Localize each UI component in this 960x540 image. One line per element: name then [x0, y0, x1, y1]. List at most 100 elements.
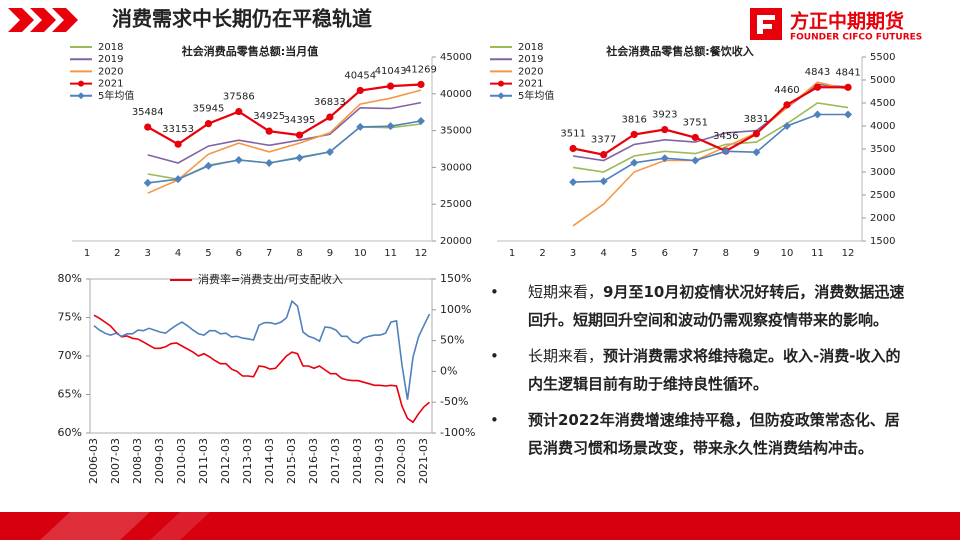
footer-band: [0, 512, 960, 540]
series-line: [147, 89, 422, 194]
data-label: 34395: [284, 115, 316, 126]
x-tick-label: 10: [354, 248, 367, 259]
bullet-item: • 短期来看，9月至10月初疫情状况好转后，消费数据迅速回升。短期回升空间和波动仍…: [490, 283, 905, 329]
legend-label: 2020: [518, 66, 543, 77]
point: [143, 178, 152, 187]
point: [356, 122, 365, 131]
series-line: [147, 83, 422, 146]
y-tick-label: 3000: [870, 167, 895, 178]
point: [844, 110, 853, 119]
data-label: 3816: [621, 114, 646, 125]
logo-name: 方正中期期货: [790, 10, 904, 33]
y-tick-label: 5500: [870, 52, 895, 63]
bullet-bold: 9月至10月初疫情状况好转后，消费数据迅速回升。短期回升空间和波动仍需观察疫情带…: [528, 283, 905, 329]
y-tick-label: 2500: [870, 190, 895, 201]
point: [783, 101, 791, 109]
bullet-list: • 短期来看，9月至10月初疫情状况好转后，消费数据迅速回升。短期回升空间和波动仍…: [490, 278, 910, 470]
point: [416, 117, 425, 126]
legend-marker: [497, 92, 505, 100]
x-tick-label: 2015-03: [285, 438, 298, 484]
x-tick-label: 7: [692, 248, 698, 259]
point: [752, 148, 761, 157]
point: [235, 107, 243, 116]
data-label: 35945: [193, 104, 225, 115]
x-tick-label: 2018-03: [351, 438, 364, 484]
data-label: 4841: [835, 67, 860, 78]
y-tick-label: 3500: [870, 144, 895, 155]
logo-english: FOUNDER CIFCO FUTURES: [790, 33, 922, 43]
x-tick-label: 2019-03: [373, 438, 386, 484]
point: [144, 123, 152, 131]
data-label: 4460: [774, 85, 799, 96]
y-tick-label: -50%: [440, 395, 468, 408]
legend-marker: [498, 80, 504, 87]
point: [326, 113, 334, 121]
data-label: 33153: [162, 124, 194, 135]
point: [234, 156, 243, 165]
data-label: 40454: [344, 70, 376, 81]
y-tick-label: 4500: [870, 98, 895, 109]
y-tick-label: 4000: [870, 121, 895, 132]
point: [782, 122, 791, 130]
series-line: [93, 299, 431, 400]
data-label: 3511: [560, 128, 585, 139]
y-tick-label: 35000: [440, 126, 472, 137]
y-tick-label: 75%: [58, 311, 82, 324]
legend-label: 2019: [518, 54, 543, 65]
y-tick-label: 65%: [58, 388, 82, 401]
legend-label: 2018: [98, 42, 123, 53]
x-tick-label: 2: [539, 248, 545, 259]
x-tick-label: 6: [662, 248, 668, 259]
data-label: 3377: [591, 135, 616, 146]
point: [387, 82, 395, 90]
series-line: [572, 102, 849, 173]
y-tick-label: 1500: [870, 236, 895, 247]
data-label: 3456: [713, 131, 738, 142]
point: [204, 120, 213, 128]
x-tick-label: 2012-03: [219, 438, 232, 484]
point: [356, 86, 364, 95]
data-label: 34925: [253, 111, 285, 122]
x-tick-label: 7: [266, 248, 272, 259]
x-tick-label: 5: [631, 248, 637, 259]
legend-label: 2018: [518, 42, 543, 53]
y-tick-label: 2000: [870, 213, 895, 224]
legend-label: 消费率=消费支出/可支配收入: [198, 272, 343, 286]
x-tick-label: 2016-03: [307, 438, 320, 484]
y-tick-label: 45000: [440, 52, 472, 63]
point: [569, 178, 578, 187]
point: [660, 154, 669, 163]
x-tick-label: 2011-03: [197, 438, 210, 484]
bullet-lead: 短期来看，: [528, 283, 604, 301]
point: [569, 144, 577, 153]
point: [325, 147, 334, 156]
x-tick-label: 8: [296, 248, 302, 259]
logo-icon: [750, 8, 782, 40]
data-label: 35484: [132, 107, 164, 118]
chart-title: 社会消费品零售总额:当月值: [181, 44, 318, 58]
data-label: 37586: [223, 92, 255, 103]
bullet-bold: 预计2022年消费增速维持平稳，但防疫政策常态化、居民消费习惯和场景改变，带来永…: [528, 411, 900, 457]
x-tick-label: 5: [205, 248, 211, 259]
point: [661, 125, 669, 134]
point: [844, 83, 852, 91]
point: [752, 130, 761, 138]
x-tick-label: 1: [509, 248, 515, 259]
x-tick-label: 8: [723, 248, 729, 259]
x-tick-label: 2021-03: [417, 438, 430, 484]
x-tick-label: 6: [236, 248, 242, 259]
x-tick-label: 4: [175, 248, 181, 259]
y-tick-label: 60%: [58, 426, 82, 439]
x-tick-label: 11: [811, 248, 824, 259]
data-label: 3751: [683, 117, 708, 128]
data-label: 3923: [652, 110, 677, 121]
point: [295, 153, 304, 162]
x-tick-label: 2: [114, 248, 120, 259]
series-line: [93, 314, 431, 424]
bullet-item: • 预计2022年消费增速维持平稳，但防疫政策常态化、居民消费习惯和场景改变，带来…: [490, 411, 900, 457]
x-tick-label: 2009-03: [153, 438, 166, 484]
point: [630, 130, 638, 139]
point: [295, 131, 304, 139]
plot-frame: [89, 278, 433, 434]
